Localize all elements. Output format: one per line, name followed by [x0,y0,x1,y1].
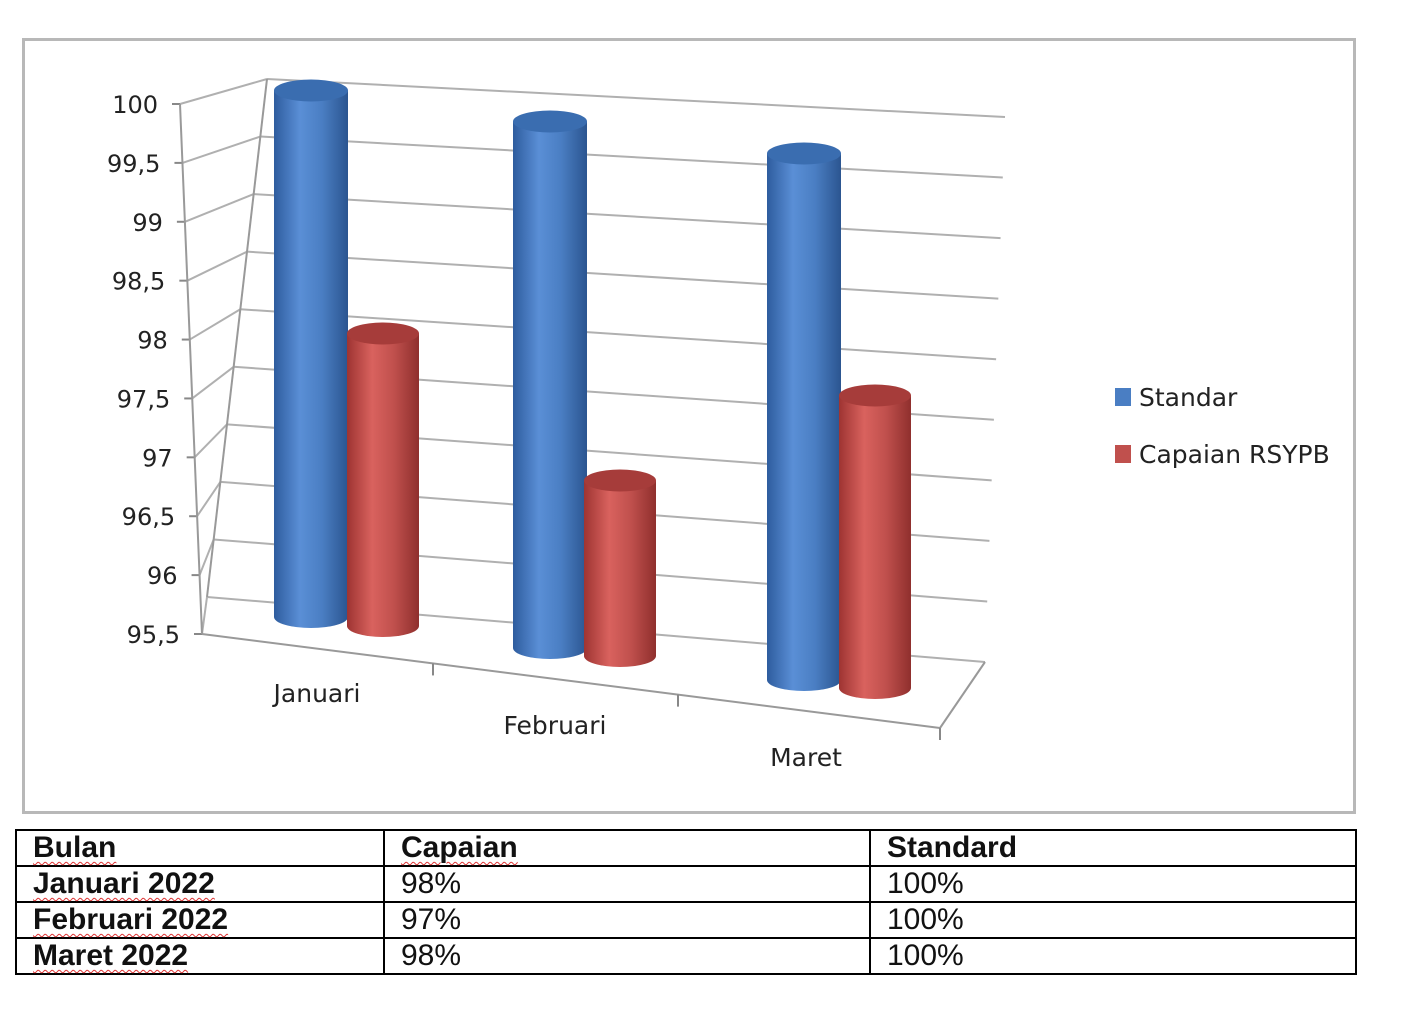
bar-standar-januari [274,79,348,628]
bar-standar-januari-body [274,90,348,628]
y-tick-label: 96 [147,562,178,590]
table-cell: 100% [869,865,1357,903]
bar-capaian-januari [347,322,419,637]
bar-standar-februari-body [513,121,587,659]
table-cell: Februari 2022 [15,901,385,939]
gridline-side [186,250,248,282]
y-tick-label: 99 [132,209,163,237]
table-cell: 100% [869,937,1357,975]
y-tick-labels: 100 99,5 99 98,5 98 97,5 97 96,5 96 95,5 [107,91,180,649]
data-table: Bulan Capaian Standard Januari 2022 98% … [15,829,1357,975]
y-tick-label: 97,5 [117,385,170,413]
gridline-side [191,365,235,400]
cell-month: Januari 2022 [33,867,215,900]
table-cell: 97% [383,901,871,939]
bar-capaian-januari-body [347,333,419,637]
header-capaian: Capaian [401,831,518,864]
y-axis-line [179,103,203,635]
y-tick-label: 95,5 [127,621,180,649]
table-cell: 100% [869,901,1357,939]
y-tick-label: 98 [137,327,168,355]
table-cell: 98% [383,865,871,903]
table-header-row: Bulan Capaian Standard [15,829,1357,867]
header-bulan: Bulan [33,831,117,864]
bar-capaian-maret [839,384,911,699]
gridline-side [198,539,215,576]
gridline-back [253,193,1001,240]
bar-standar-februari-top [513,110,587,133]
gridline-side [182,135,261,164]
table-row: Januari 2022 98% 100% [15,865,1357,903]
table-header-cell: Bulan [15,829,385,867]
category-labels: Januari Februari Maret [272,679,843,772]
legend-label-standar: Standar [1139,383,1238,412]
gridline-side [179,78,268,105]
bar-capaian-februari-body [584,480,656,667]
table-row: Februari 2022 97% 100% [15,901,1357,939]
gridline-back [240,308,997,361]
y-tick-label: 99,5 [107,150,160,178]
bar-capaian-maret-body [839,395,911,699]
bar-standar-maret-body [767,153,841,691]
table-row: Maret 2022 98% 100% [15,937,1357,975]
back-left-edge [206,78,268,598]
bar-standar-maret-top [767,142,841,165]
table-cell: 98% [383,937,871,975]
gridline-side [201,596,208,635]
legend-swatch-capaian [1115,445,1131,463]
bar-standar-januari-top [274,79,348,102]
legend-swatch-standar [1115,388,1131,406]
gridline-side [184,193,255,223]
bar-capaian-februari-top [584,469,656,492]
legend-label-capaian: Capaian RSYPB [1139,440,1330,469]
gridline-back [266,78,1006,118]
header-standard: Standard [887,831,1018,864]
x-tick-label: Januari [272,679,361,708]
axes [172,78,986,740]
table-header-cell: Standard [869,829,1357,867]
y-tick-label: 98,5 [112,268,165,296]
gridline-side [196,481,222,517]
x-axis-line [201,633,941,729]
cell-month: Februari 2022 [33,903,229,936]
table-cell: Januari 2022 [15,865,385,903]
cell-month: Maret 2022 [33,939,189,972]
gridline-back [246,250,999,300]
table-cell: Maret 2022 [15,937,385,975]
x-tick-label: Maret [770,743,842,772]
gridline-side [193,423,228,459]
x-tick-label: Februari [504,711,607,740]
y-tick-label: 100 [112,91,158,119]
bar-capaian-februari [584,469,656,667]
bar-standar-maret [767,142,841,691]
bars [274,79,911,699]
bar-capaian-maret-top [839,384,911,407]
gridline-side [189,308,241,341]
legend: Standar Capaian RSYPB [1115,383,1330,469]
table-header-cell: Capaian [383,829,871,867]
y-tick-label: 97 [142,444,173,472]
bar-standar-februari [513,110,587,659]
floor-right-edge [939,661,986,729]
bar-capaian-januari-top [347,322,419,345]
y-tick-label: 96,5 [122,503,175,531]
gridline-back [260,135,1003,179]
